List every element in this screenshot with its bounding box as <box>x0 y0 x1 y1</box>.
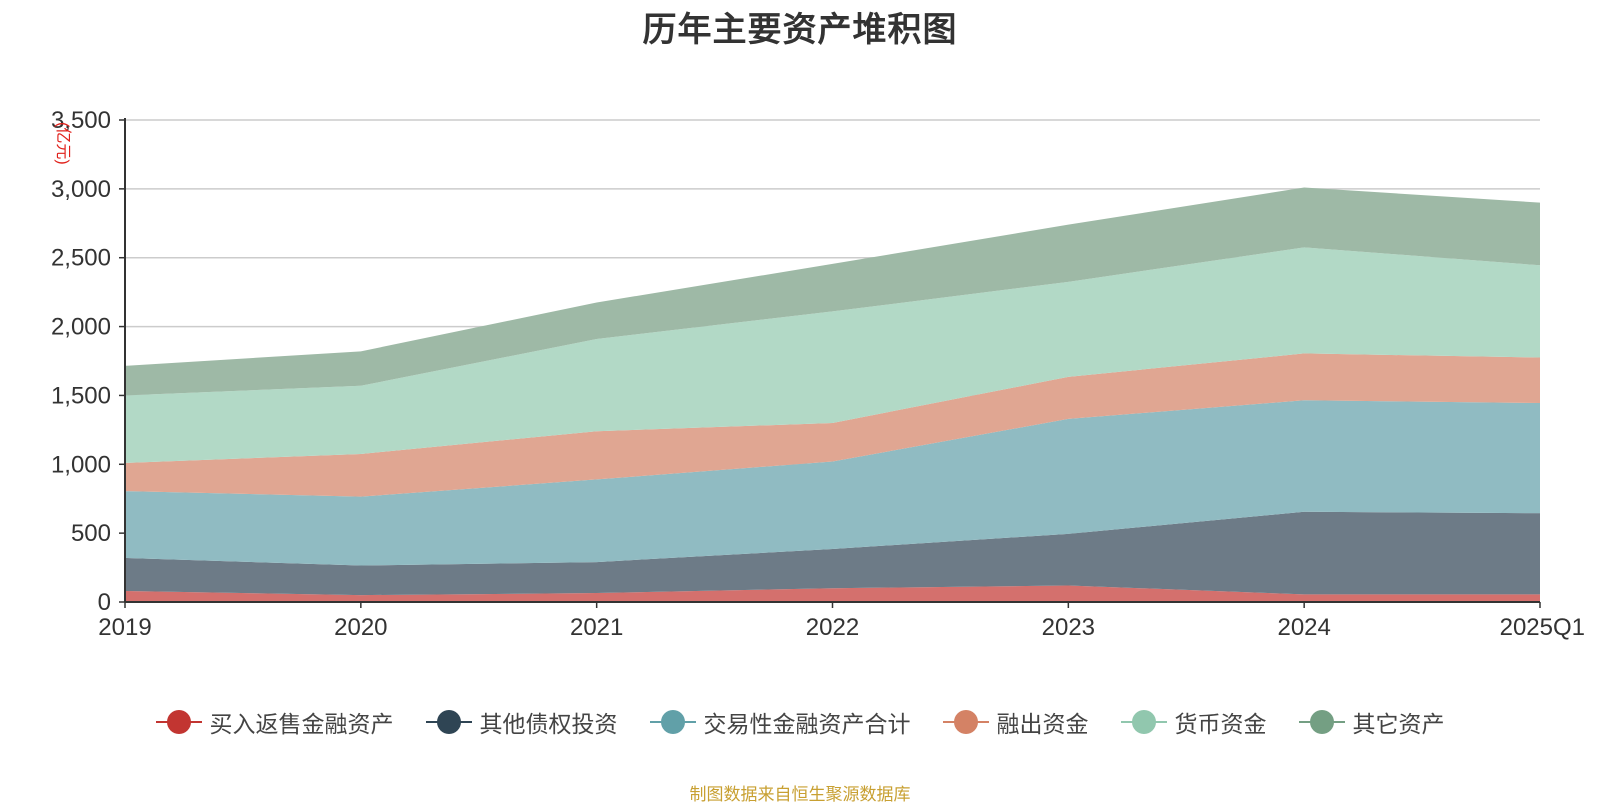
legend-item[interactable]: 其他债权投资 <box>425 705 618 739</box>
y-tick-label: 500 <box>71 520 111 547</box>
y-tick-label: 3,500 <box>51 107 111 134</box>
legend-label: 其他债权投资 <box>479 711 618 737</box>
legend-marker-icon <box>1298 710 1345 734</box>
legend-label: 融出资金 <box>996 711 1089 737</box>
legend-label: 其它资产 <box>1352 711 1445 737</box>
area-series <box>125 187 1540 602</box>
x-tick-label: 2023 <box>1042 614 1095 641</box>
y-tick-label: 2,000 <box>51 314 111 341</box>
y-tick-label: 1,000 <box>51 451 111 478</box>
area-series-交易性金融资产合计 <box>125 400 1540 566</box>
legend-item[interactable]: 货币资金 <box>1120 705 1267 739</box>
y-tick-label: 2,500 <box>51 245 111 272</box>
x-tick-label: 2019 <box>98 614 151 641</box>
legend-marker-icon <box>425 710 472 734</box>
y-tick-label: 3,000 <box>51 176 111 203</box>
x-tick-labels: 2019 2020 2021 2022 2023 2024 2025Q1 <box>98 602 1585 641</box>
y-tick-labels: 0 500 1,000 1,500 2,000 2,500 3,000 3,500 <box>51 107 111 616</box>
x-tick-label: 2024 <box>1277 614 1330 641</box>
area-series-其它资产 <box>125 187 1540 396</box>
y-tick-label: 0 <box>98 589 111 616</box>
legend-marker-icon <box>1120 710 1167 734</box>
area-series-货币资金 <box>125 247 1540 463</box>
source-note: 制图数据来自恒生聚源数据库 <box>689 785 911 804</box>
area-series-融出资金 <box>125 353 1540 497</box>
area-series-其他债权投资 <box>125 511 1540 596</box>
x-tick-label: 2022 <box>806 614 859 641</box>
legend: 买入返售金融资产 其他债权投资 交易性金融资产合计 融出资金 货币资金 其它资产 <box>0 705 1600 739</box>
x-tick-label: 2020 <box>334 614 387 641</box>
legend-marker-icon <box>649 710 696 734</box>
legend-item[interactable]: 其它资产 <box>1298 705 1445 739</box>
x-tick-label: 2021 <box>570 614 623 641</box>
legend-item[interactable]: 买入返售金融资产 <box>155 705 394 739</box>
legend-label: 买入返售金融资产 <box>209 711 394 737</box>
x-tick-label: 2025Q1 <box>1500 614 1585 641</box>
legend-label: 交易性金融资产合计 <box>703 711 911 737</box>
legend-marker-icon <box>942 710 989 734</box>
chart-title: 历年主要资产堆积图 <box>642 11 958 49</box>
area-series-买入返售金融资产 <box>125 585 1540 602</box>
legend-item[interactable]: 交易性金融资产合计 <box>649 705 911 739</box>
y-tick-label: 1,500 <box>51 382 111 409</box>
legend-item[interactable]: 融出资金 <box>942 705 1089 739</box>
legend-marker-icon <box>155 710 202 734</box>
legend-label: 货币资金 <box>1174 711 1267 737</box>
y-axis-unit-label: (亿元) <box>54 122 72 165</box>
